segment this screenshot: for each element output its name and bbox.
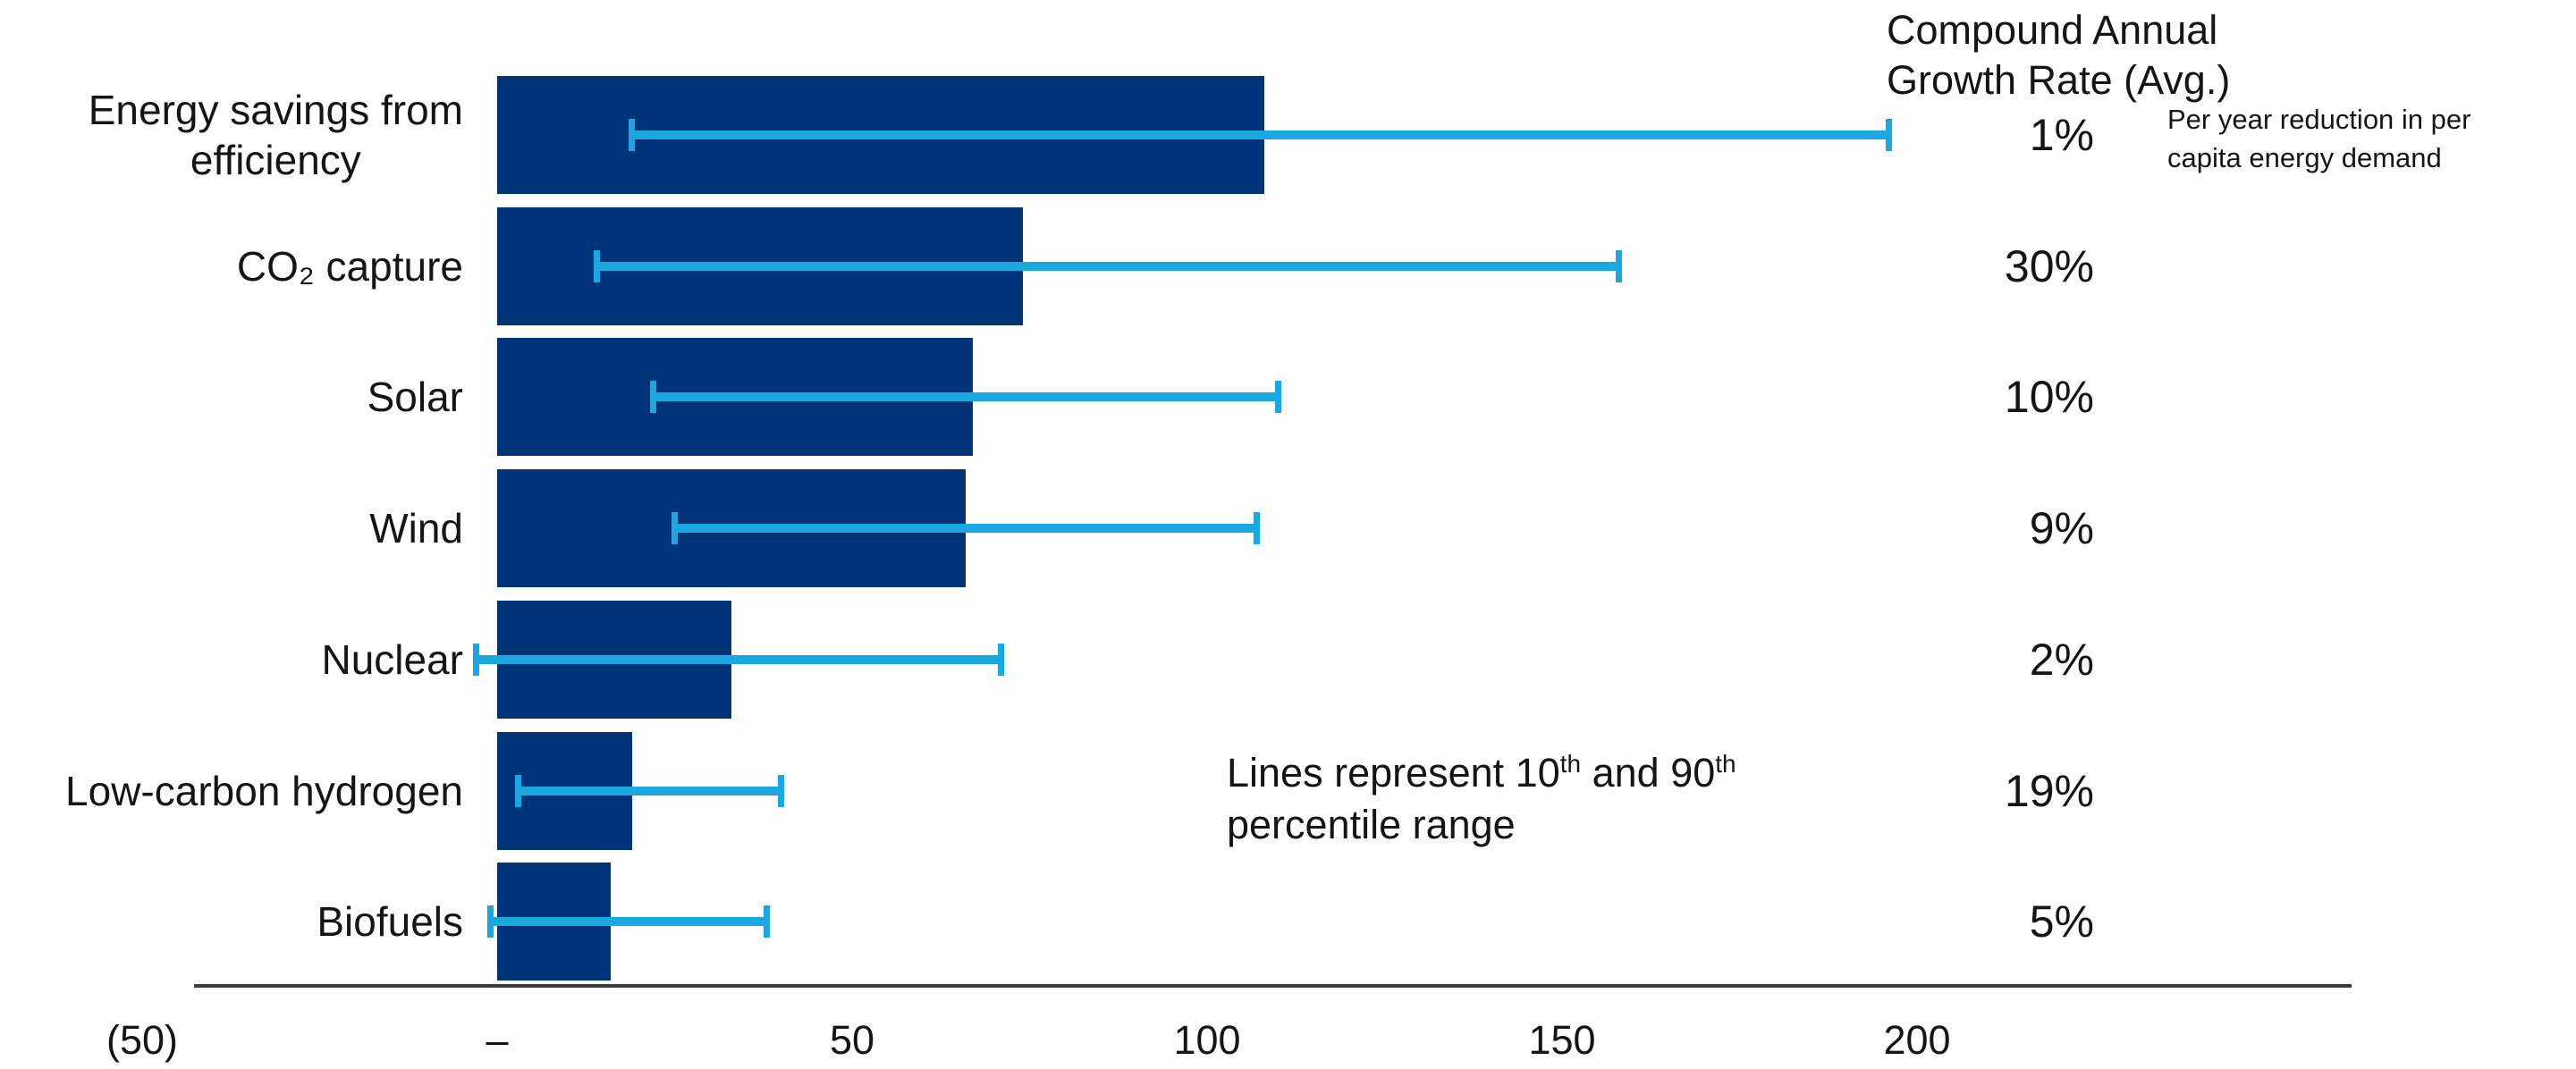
category-label: Energy savings from efficiency — [89, 85, 463, 185]
cagr-column-header: Compound Annual Growth Rate (Avg.) — [1887, 5, 2230, 105]
category-label: Biofuels — [317, 896, 463, 947]
category-label: Solar — [367, 372, 463, 422]
category-label-line: Biofuels — [317, 898, 463, 946]
cagr-value: 5% — [2029, 896, 2094, 947]
x-axis-tick-label: 200 — [1883, 1017, 1951, 1063]
error-bar-line — [490, 917, 767, 927]
error-bar-cap-low — [650, 381, 657, 414]
error-bar-cap-low — [515, 774, 522, 807]
error-bar-cap-low — [629, 119, 636, 151]
note-text: and 90 — [1581, 750, 1716, 795]
x-axis-tick-label: 50 — [829, 1017, 875, 1063]
error-bar-cap-high — [778, 774, 785, 807]
cagr-header-line1: Compound Annual — [1887, 7, 2218, 53]
error-bar-cap-low — [472, 643, 479, 676]
error-bar-line — [674, 524, 1257, 534]
category-label-line: Energy savings from — [88, 87, 463, 133]
cagr-value: 19% — [2004, 765, 2094, 816]
category-label-line: Low-carbon hydrogen — [65, 767, 463, 814]
category-label-line: CO₂ capture — [236, 242, 463, 290]
error-bar-cap-low — [486, 905, 494, 939]
error-bar-cap-high — [1885, 119, 1892, 151]
error-bar-cap-high — [1274, 381, 1281, 414]
category-label-line: Nuclear — [321, 636, 463, 683]
x-axis-tick-label: 100 — [1173, 1017, 1241, 1063]
superscript: th — [1715, 750, 1736, 778]
category-label-line: Solar — [367, 374, 463, 421]
efficiency-note: Per year reduction in per capita energy … — [2167, 100, 2470, 177]
cagr-value: 2% — [2029, 634, 2094, 685]
error-bar-line — [476, 654, 1001, 664]
superscript: th — [1559, 750, 1582, 778]
cagr-header-line2: Growth Rate (Avg.) — [1887, 57, 2231, 103]
x-axis-tick-label: – — [486, 1017, 509, 1063]
error-bar-cap-low — [593, 249, 600, 282]
error-bar-line — [631, 130, 1889, 139]
error-bar-cap-high — [764, 905, 771, 939]
error-bar-line — [596, 261, 1619, 271]
error-bar-line — [653, 392, 1279, 402]
error-bar-line — [518, 786, 781, 795]
x-axis-line — [194, 984, 2352, 988]
cagr-value: 9% — [2029, 503, 2094, 554]
note-text: Lines represent 10 — [1227, 750, 1560, 795]
percentile-note-line1: Lines represent 10th and 90th — [1227, 738, 1736, 799]
error-bar-cap-high — [1616, 249, 1623, 282]
percentile-note-line2: percentile range — [1227, 802, 1516, 847]
cagr-value: 10% — [2004, 372, 2094, 423]
error-bar-cap-high — [998, 643, 1005, 676]
category-label: CO₂ capture — [237, 241, 463, 291]
error-bar-cap-high — [1254, 512, 1261, 545]
category-label-line: efficiency — [190, 137, 361, 183]
category-label: Nuclear — [321, 635, 463, 685]
cagr-value: 1% — [2029, 110, 2094, 160]
category-label: Low-carbon hydrogen — [65, 766, 463, 816]
efficiency-note-line1: Per year reduction in per — [2167, 104, 2471, 135]
x-axis-tick-label: 150 — [1528, 1017, 1596, 1063]
efficiency-note-line2: capita energy demand — [2167, 142, 2442, 173]
percentile-range-note: Lines represent 10th and 90th percentile… — [1227, 738, 1736, 851]
error-bar-cap-low — [671, 512, 678, 545]
x-axis-tick-label: (50) — [106, 1017, 179, 1063]
category-label-line: Wind — [369, 505, 463, 552]
category-label: Wind — [369, 503, 463, 553]
cagr-value: 30% — [2004, 240, 2094, 291]
